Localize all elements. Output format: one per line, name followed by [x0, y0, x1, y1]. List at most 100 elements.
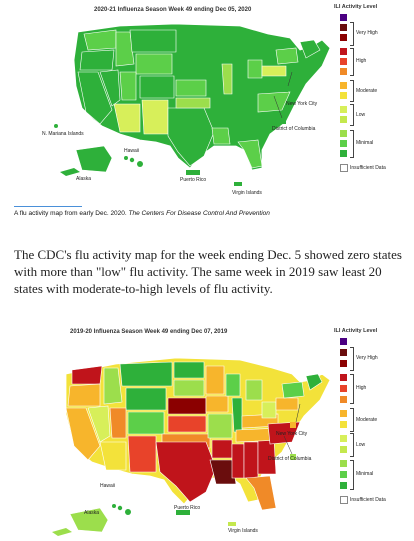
map-2020-label-mariana: N. Mariana Islands	[42, 131, 84, 137]
map-2019-iowa	[205, 395, 229, 413]
flu-map-2020: 2020-21 Influenza Season Week 49 ending …	[0, 0, 414, 200]
legend-swatch-level1	[340, 460, 347, 467]
legend-swatch-level4	[340, 410, 347, 417]
map-2019-idaho	[103, 367, 123, 405]
legend-label-low: Low	[356, 112, 366, 118]
map-2020-ohio	[247, 59, 263, 79]
map-2019-label-alaska: Alaska	[84, 510, 100, 516]
map-2019-hawaii-1	[112, 504, 116, 508]
map-2019-minnesota	[205, 365, 225, 395]
legend-swatch-level10	[340, 14, 347, 21]
map-2020-title: 2020-21 Influenza Season Week 49 ending …	[94, 7, 252, 13]
legend-swatch-level1	[340, 130, 347, 137]
map-2020-pennsylvania	[261, 65, 287, 77]
legend-swatch-level2	[340, 106, 347, 113]
legend-swatch-minimal-b	[340, 482, 347, 489]
legend-swatch-level3	[340, 421, 347, 428]
map-2019-label-virgin-islands: Virgin Islands	[228, 528, 258, 534]
map-2019-south-dakota	[173, 379, 205, 397]
map-2019-hawaii-2	[117, 505, 123, 511]
map-2019-alabama	[243, 441, 259, 479]
map-2019-kansas	[167, 415, 207, 433]
us-map-2019	[52, 357, 331, 536]
legend-label-very-high: Very High	[356, 355, 378, 361]
legend-swatch-level3	[340, 92, 347, 99]
map-2020-label-nyc: New York City	[286, 101, 318, 107]
map-2020-mariana	[54, 124, 58, 128]
legend-bracket	[350, 104, 354, 126]
map-2019-illinois	[231, 397, 243, 433]
map-2020-dc-marker	[280, 118, 286, 124]
map-2019-legend-title: ILI Activity Level	[334, 328, 378, 334]
map-2020-texas	[167, 107, 215, 167]
map-2020-hawaii-2	[129, 157, 135, 163]
caption-divider	[14, 206, 82, 207]
legend-bracket	[350, 408, 354, 432]
map-2020-wyoming	[135, 53, 173, 75]
legend-swatch-level8	[340, 360, 347, 367]
legend-bracket	[350, 22, 354, 46]
legend-swatch-level2	[340, 435, 347, 442]
map-2020-kansas	[175, 79, 207, 97]
map-2019-arkansas	[211, 439, 233, 459]
map-2019-alaska-chain	[52, 528, 72, 536]
legend-swatch-level2b	[340, 116, 347, 123]
legend-label-high: High	[356, 385, 367, 391]
legend-swatch-level6	[340, 385, 347, 392]
legend-label-very-high: Very High	[356, 30, 378, 36]
map-2019-nyc-marker	[290, 422, 296, 428]
map-2020-alaska-chain	[60, 168, 80, 176]
map-2020-hawaii-3	[137, 161, 143, 167]
map-2020-new-mexico	[141, 99, 169, 135]
map-2019-alaska	[69, 507, 109, 533]
legend-swatch-level6	[340, 58, 347, 65]
map-2020-arizona	[113, 103, 141, 133]
map-2019-missouri	[207, 413, 233, 439]
legend-label-insufficient: Insufficient Data	[350, 497, 386, 503]
map-2019-new-york	[281, 381, 305, 399]
legend-bracket	[350, 347, 354, 371]
map-2019-ohio	[261, 401, 277, 419]
map-2020-florida	[237, 139, 263, 169]
map-2019-label-hawaii: Hawaii	[100, 483, 116, 489]
legend-swatch-insufficient	[340, 496, 348, 504]
legend-swatch-level8	[340, 34, 347, 41]
map-2020-nevada	[99, 69, 121, 107]
map-2020-california	[77, 71, 113, 125]
map-2019-label-nyc: New York City	[276, 431, 308, 437]
map-2020-label-dc: District of Columbia	[272, 126, 316, 132]
map-2019-hawaii-3	[125, 509, 131, 515]
legend-swatch-level5	[340, 396, 347, 403]
map-2019-title: 2019-20 Influenza Season Week 49 ending …	[70, 329, 228, 335]
legend-swatch-level5	[340, 68, 347, 75]
map-2020-legend: ILI Activity Level Very High High Modera…	[334, 4, 412, 184]
map-2019-colorado	[127, 411, 165, 435]
article-paragraph: The CDC's flu activity map for the week …	[14, 247, 402, 296]
map-2020-nyc-marker	[282, 86, 288, 92]
legend-bracket	[350, 374, 354, 404]
legend-swatch-level10	[340, 338, 347, 345]
legend-bracket	[350, 433, 354, 457]
map-2019-label-puerto-rico: Puerto Rico	[174, 505, 201, 511]
map-2020-oklahoma	[175, 97, 211, 109]
map-2019-washington	[71, 365, 103, 385]
map-2019-wyoming	[125, 387, 167, 411]
us-map-2020	[54, 23, 331, 186]
map-2020-oregon	[79, 49, 115, 71]
flu-map-2019: 2019-20 Influenza Season Week 49 ending …	[0, 318, 414, 541]
map-2020-virgin-islands	[234, 182, 242, 186]
legend-swatch-level7	[340, 48, 347, 55]
map-2019-california	[65, 407, 101, 461]
legend-label-moderate: Moderate	[356, 88, 378, 94]
legend-swatch-level2b	[340, 446, 347, 453]
legend-swatch-level7	[340, 374, 347, 381]
caption-text: A flu activity map from early Dec. 2020.	[14, 210, 129, 217]
map-2020-carolinas	[257, 91, 291, 113]
legend-label-minimal: Minimal	[356, 140, 374, 146]
map-2020-label-alaska: Alaska	[76, 176, 92, 182]
legend-label-minimal: Minimal	[356, 471, 374, 477]
map-2019-louisiana	[209, 459, 237, 485]
legend-bracket	[350, 48, 354, 76]
map-2020-hawaii-1	[124, 156, 128, 160]
legend-label-low: Low	[356, 442, 366, 448]
